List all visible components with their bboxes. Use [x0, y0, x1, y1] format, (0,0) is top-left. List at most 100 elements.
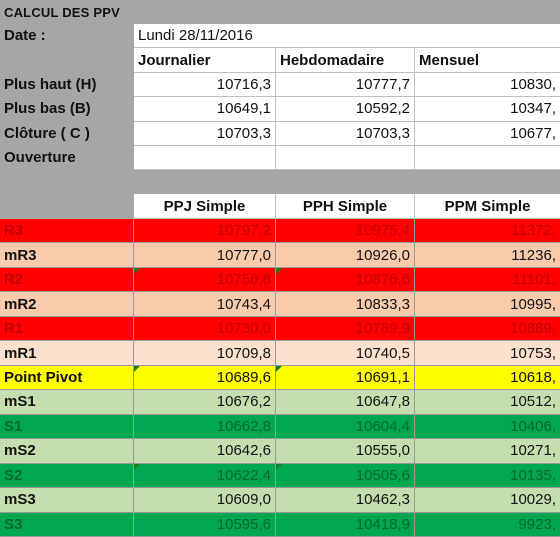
result-header-corner — [0, 194, 134, 219]
result-value-cell[interactable]: 10622,4 — [134, 463, 276, 489]
result-value-cell[interactable]: 10271, — [415, 439, 560, 464]
result-row-label: mR1 — [0, 341, 134, 366]
result-row: mS2 10642,6 10555,0 10271, — [0, 439, 560, 464]
input-value-cell[interactable]: 10703,3 — [276, 121, 415, 146]
result-row: R3 10797,2 10975,4 11372, — [0, 219, 560, 244]
result-value-cell[interactable]: 10730,0 — [134, 316, 276, 342]
result-row-label: mR3 — [0, 243, 134, 268]
result-value-cell[interactable]: 10555,0 — [276, 439, 415, 464]
input-value-cell[interactable]: 10716,3 — [134, 73, 276, 98]
result-row: mR3 10777,0 10926,0 11236, — [0, 243, 560, 268]
result-value-cell[interactable]: 10418,9 — [276, 512, 415, 537]
result-value-cell[interactable]: 10797,2 — [134, 219, 276, 244]
result-value-cell[interactable]: 11372, — [415, 219, 560, 244]
result-value-cell[interactable]: 10995, — [415, 292, 560, 317]
header-ppj-simple: PPJ Simple — [134, 194, 276, 219]
title-row: CALCUL DES PPV — [0, 0, 560, 24]
result-header-row: PPJ Simple PPH Simple PPM Simple — [0, 194, 560, 219]
result-row-label: S1 — [0, 414, 134, 440]
result-row: S1 10662,8 10604,4 10406, — [0, 414, 560, 440]
date-row: Date : Lundi 28/11/2016 — [0, 24, 560, 48]
result-value-cell[interactable]: 9923, — [415, 512, 560, 537]
input-row-label: Plus haut (H) — [0, 73, 134, 98]
result-value-cell[interactable]: 10512, — [415, 390, 560, 415]
input-value-cell[interactable]: 10703,3 — [134, 121, 276, 146]
input-value-cell[interactable]: 10347, — [415, 97, 560, 122]
input-value-cell[interactable] — [415, 145, 560, 170]
result-row: mR1 10709,8 10740,5 10753, — [0, 341, 560, 366]
input-value-cell[interactable] — [134, 145, 276, 170]
input-value-cell[interactable]: 10592,2 — [276, 97, 415, 122]
input-row: Plus haut (H) 10716,3 10777,7 10830, — [0, 73, 560, 98]
result-value-cell[interactable]: 10609,0 — [134, 488, 276, 513]
result-value-cell[interactable]: 10777,0 — [134, 243, 276, 268]
result-value-cell[interactable]: 10709,8 — [134, 341, 276, 366]
input-value-cell[interactable] — [276, 145, 415, 170]
header-mensuel: Mensuel — [415, 48, 560, 73]
result-row: Point Pivot 10689,6 10691,1 10618, — [0, 365, 560, 391]
header-hebdomadaire: Hebdomadaire — [276, 48, 415, 73]
result-row-label: Point Pivot — [0, 365, 134, 391]
input-row: Plus bas (B) 10649,1 10592,2 10347, — [0, 97, 560, 122]
result-value-cell[interactable]: 11101, — [415, 267, 560, 293]
input-row-label: Clôture ( C ) — [0, 121, 134, 146]
result-row-label: R3 — [0, 219, 134, 244]
sheet-title: CALCUL DES PPV — [0, 0, 560, 24]
date-value-cell[interactable]: Lundi 28/11/2016 — [134, 24, 560, 48]
result-row-label: S2 — [0, 463, 134, 489]
result-value-cell[interactable]: 10789,9 — [276, 316, 415, 342]
result-value-cell[interactable]: 10753, — [415, 341, 560, 366]
result-row: mR2 10743,4 10833,3 10995, — [0, 292, 560, 317]
result-value-cell[interactable]: 10406, — [415, 414, 560, 440]
result-value-cell[interactable]: 10647,8 — [276, 390, 415, 415]
result-row: mS3 10609,0 10462,3 10029, — [0, 488, 560, 513]
input-value-cell[interactable]: 10649,1 — [134, 97, 276, 122]
result-value-cell[interactable]: 11236, — [415, 243, 560, 268]
result-value-cell[interactable]: 10740,5 — [276, 341, 415, 366]
input-value-cell[interactable]: 10830, — [415, 73, 560, 98]
result-value-cell[interactable]: 10926,0 — [276, 243, 415, 268]
result-value-cell[interactable]: 10743,4 — [134, 292, 276, 317]
result-row: S3 10595,6 10418,9 9923, — [0, 512, 560, 537]
input-value-cell[interactable]: 10777,7 — [276, 73, 415, 98]
result-value-cell[interactable]: 10505,6 — [276, 463, 415, 489]
input-row-label: Ouverture — [0, 145, 134, 170]
result-row-label: R2 — [0, 267, 134, 293]
input-row: Ouverture — [0, 145, 560, 170]
result-row-label: R1 — [0, 316, 134, 342]
result-row-label: S3 — [0, 512, 134, 537]
date-label: Date : — [0, 24, 134, 48]
result-value-cell[interactable]: 10876,6 — [276, 267, 415, 293]
result-row-label: mS1 — [0, 390, 134, 415]
result-row: R1 10730,0 10789,9 10889, — [0, 316, 560, 342]
result-row-label: mR2 — [0, 292, 134, 317]
result-value-cell[interactable]: 10691,1 — [276, 365, 415, 391]
result-value-cell[interactable]: 10618, — [415, 365, 560, 391]
result-value-cell[interactable]: 10642,6 — [134, 439, 276, 464]
result-value-cell[interactable]: 10135, — [415, 463, 560, 489]
result-row-label: mS3 — [0, 488, 134, 513]
result-value-cell[interactable]: 10689,6 — [134, 365, 276, 391]
result-value-cell[interactable]: 10462,3 — [276, 488, 415, 513]
result-value-cell[interactable]: 10756,8 — [134, 267, 276, 293]
result-value-cell[interactable]: 10833,3 — [276, 292, 415, 317]
result-row-label: mS2 — [0, 439, 134, 464]
input-row: Clôture ( C ) 10703,3 10703,3 10677, — [0, 121, 560, 146]
result-value-cell[interactable]: 10676,2 — [134, 390, 276, 415]
result-value-cell[interactable]: 10889, — [415, 316, 560, 342]
header-pph-simple: PPH Simple — [276, 194, 415, 219]
result-value-cell[interactable]: 10662,8 — [134, 414, 276, 440]
input-row-label: Plus bas (B) — [0, 97, 134, 122]
header-ppm-simple: PPM Simple — [415, 194, 560, 219]
result-value-cell[interactable]: 10604,4 — [276, 414, 415, 440]
result-value-cell[interactable]: 10029, — [415, 488, 560, 513]
result-row: R2 10756,8 10876,6 11101, — [0, 267, 560, 293]
input-header-corner — [0, 48, 134, 73]
input-value-cell[interactable]: 10677, — [415, 121, 560, 146]
header-journalier: Journalier — [134, 48, 276, 73]
result-value-cell[interactable]: 10975,4 — [276, 219, 415, 244]
result-row: mS1 10676,2 10647,8 10512, — [0, 390, 560, 415]
result-row: S2 10622,4 10505,6 10135, — [0, 463, 560, 489]
result-value-cell[interactable]: 10595,6 — [134, 512, 276, 537]
